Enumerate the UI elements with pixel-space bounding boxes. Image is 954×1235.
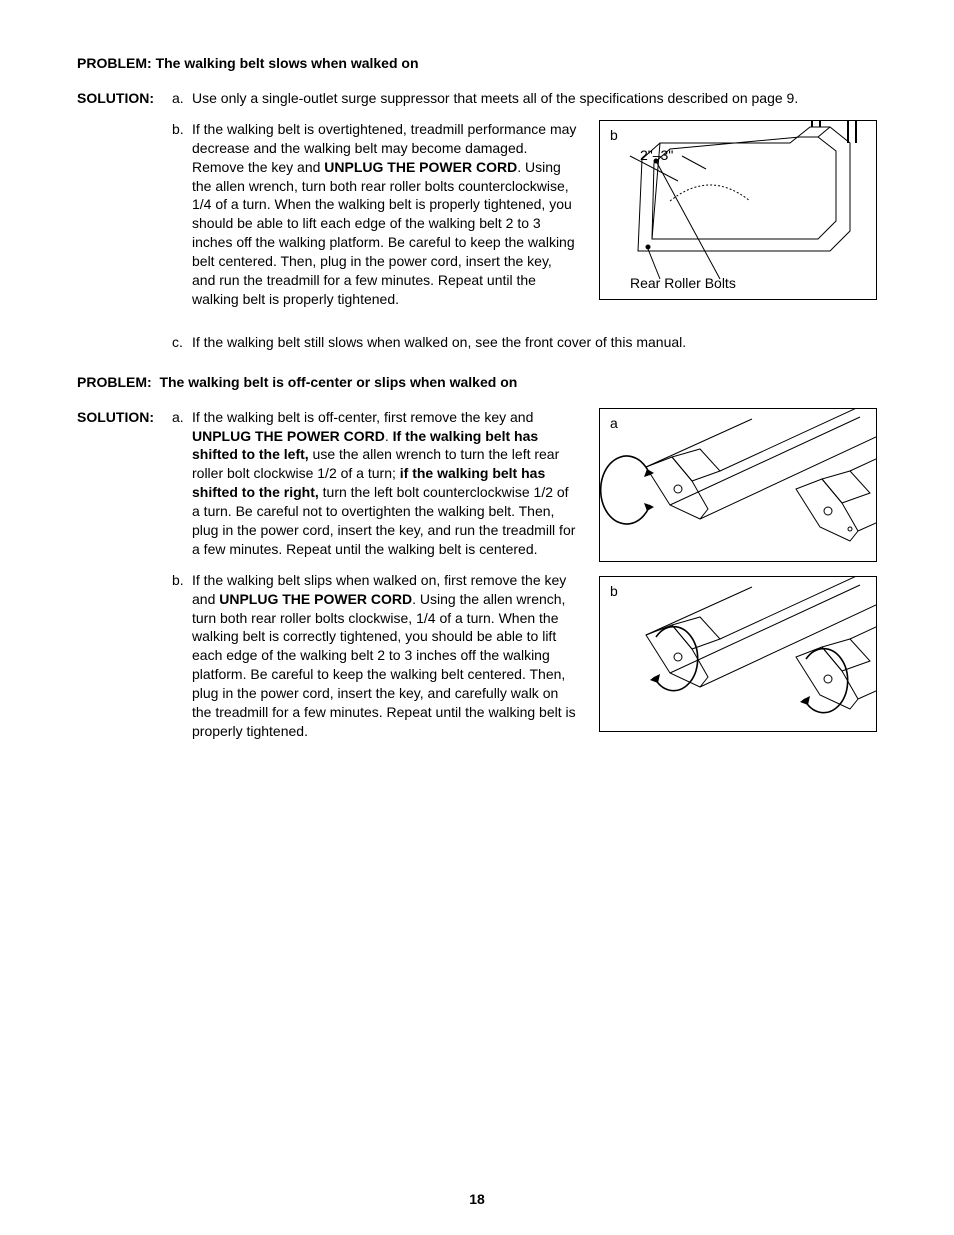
- problem1-solution-c: c. If the walking belt still slows when …: [77, 333, 877, 352]
- problem2-figures-col: a: [599, 408, 877, 746]
- figure-label: b: [610, 127, 618, 143]
- bold-segment: UNPLUG THE POWER CORD: [324, 159, 517, 175]
- item-body: If the walking belt is overtightened, tr…: [192, 120, 579, 309]
- item-body: Use only a single-outlet surge suppresso…: [192, 89, 877, 108]
- problem1-figure-b: b 2"–3" Rear Roller Bolts: [599, 120, 877, 300]
- problem2-heading: PROBLEM: The walking belt is off-center …: [77, 374, 877, 390]
- treadmill-rear-left-icon: [600, 409, 876, 561]
- problem1-solution-b: b. If the walking belt is overtightened,…: [77, 120, 579, 309]
- problem1-text: The walking belt slows when walked on: [156, 55, 419, 71]
- text-segment: .: [385, 428, 393, 444]
- bold-segment: UNPLUG THE POWER CORD: [192, 428, 385, 444]
- item-letter: b.: [172, 120, 192, 139]
- problem2-text: The walking belt is off-center or slips …: [159, 374, 517, 390]
- item-letter: b.: [172, 571, 192, 590]
- problem1-figure-b-col: b 2"–3" Rear Roller Bolts: [599, 120, 877, 314]
- solution-label: SOLUTION:: [77, 408, 172, 427]
- bold-segment: UNPLUG THE POWER CORD: [219, 591, 412, 607]
- solution-label: SOLUTION:: [77, 89, 172, 108]
- problem1-prefix: PROBLEM:: [77, 55, 152, 71]
- problem1-solution-b-row: b. If the walking belt is overtightened,…: [77, 120, 877, 321]
- text-segment: If the walking belt is off-center, first…: [192, 409, 533, 425]
- manual-page: PROBLEM: The walking belt slows when wal…: [0, 0, 954, 1235]
- problem1-heading: PROBLEM: The walking belt slows when wal…: [77, 55, 877, 71]
- figure-label: a: [610, 415, 618, 431]
- item-letter: a.: [172, 89, 192, 108]
- problem2-body: SOLUTION: a. If the walking belt is off-…: [77, 408, 877, 753]
- figure-label: b: [610, 583, 618, 599]
- item-body: If the walking belt slips when walked on…: [192, 571, 579, 741]
- figure-caption: Rear Roller Bolts: [630, 275, 736, 291]
- treadmill-rear-both-icon: [600, 577, 876, 731]
- text-segment: . Using the allen wrench, turn both rear…: [192, 591, 576, 739]
- item-letter: c.: [172, 333, 192, 352]
- item-body: If the walking belt is off-center, first…: [192, 408, 579, 559]
- problem2-figure-a: a: [599, 408, 877, 562]
- item-body: If the walking belt still slows when wal…: [192, 333, 877, 352]
- problem1-solution-a: SOLUTION: a. Use only a single-outlet su…: [77, 89, 877, 108]
- problem2-solution-a: SOLUTION: a. If the walking belt is off-…: [77, 408, 579, 559]
- item-letter: a.: [172, 408, 192, 427]
- figure-dimension-text: 2"–3": [640, 147, 673, 163]
- problem2-solution-b: b. If the walking belt slips when walked…: [77, 571, 579, 741]
- problem2-prefix: PROBLEM:: [77, 374, 152, 390]
- page-number: 18: [0, 1191, 954, 1207]
- problem2-figure-b: b: [599, 576, 877, 732]
- text-segment: . Using the allen wrench, turn both rear…: [192, 159, 575, 307]
